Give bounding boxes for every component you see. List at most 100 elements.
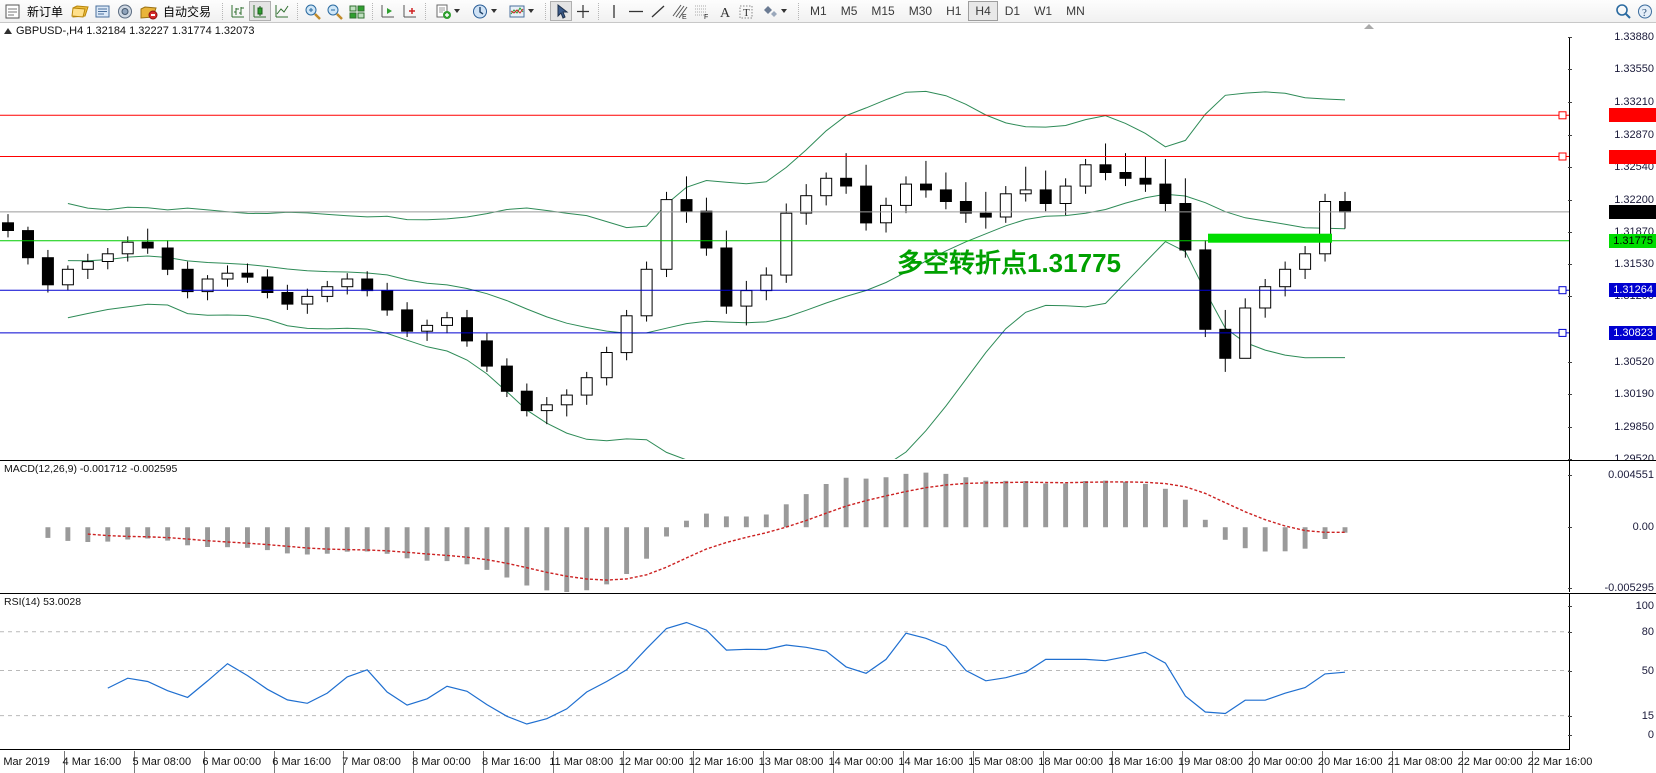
rsi-axis[interactable]: 100 80 50 15 0	[1568, 594, 1656, 749]
shapes-icon	[760, 2, 780, 21]
price-axis[interactable]: 1.33880 1.33550 1.33210 1.32870 1.32540 1.322…	[1568, 31, 1656, 465]
timeframe-m5[interactable]: M5	[840, 4, 858, 18]
timeframe-h1[interactable]: H1	[946, 4, 962, 18]
rsi-pane[interactable]: 100 80 50 15 0 RSI(14) 53.0028	[0, 593, 1656, 749]
toolbar-separator	[545, 2, 547, 20]
collapse-triangle-icon[interactable]	[4, 27, 12, 34]
help-button[interactable]: ?	[1634, 1, 1656, 21]
new-order-icon	[3, 2, 23, 21]
price-level-tag[interactable]: 1.32073	[1609, 204, 1656, 219]
price-level-tag[interactable]: 1.33071	[1609, 108, 1656, 123]
time-axis-label: 5 Mar 08:00	[132, 756, 192, 768]
time-axis-separator	[902, 751, 904, 773]
time-axis-label: 18 Mar 16:00	[1108, 756, 1173, 768]
time-axis-separator	[832, 751, 834, 773]
market-watch-button[interactable]	[92, 1, 114, 21]
vertical-line-icon	[604, 2, 624, 21]
zoom-out-button[interactable]	[324, 1, 346, 21]
macd-pane[interactable]: 0.004551 0.00 -0.005295 MACD(12,26,9) -0.0…	[0, 460, 1656, 594]
text-label-tool-button[interactable]: T	[735, 1, 757, 21]
text-icon: A	[714, 2, 734, 21]
price-level-tag[interactable]: 1.32645	[1609, 149, 1656, 164]
chevron-down-icon[interactable]	[528, 9, 535, 13]
price-chart-canvas[interactable]	[0, 37, 1570, 459]
axis-tick	[1568, 362, 1572, 364]
time-axis-label: 21 Mar 08:00	[1387, 756, 1453, 768]
price-chart-pane[interactable]: 1.33880 1.33550 1.33210 1.32870 1.32540 1.322…	[0, 31, 1656, 465]
new-template-button[interactable]	[430, 0, 467, 22]
macd-axis[interactable]: 0.004551 0.00 -0.005295	[1568, 461, 1656, 594]
autotrading-icon	[139, 2, 159, 21]
data-window-icon	[115, 2, 135, 21]
autotrading-button[interactable]: 自动交易	[136, 0, 218, 22]
timeframe-m1[interactable]: M1	[810, 4, 827, 18]
price-level-tag[interactable]: 1.31775	[1609, 233, 1656, 248]
shapes-button[interactable]	[757, 0, 794, 22]
scroll-indicator-icon	[1364, 24, 1374, 29]
equidistant-channel-tool-button[interactable]: E	[669, 1, 691, 21]
bar-chart-button[interactable]	[227, 1, 249, 21]
time-axis-label: 20 Mar 00:00	[1247, 756, 1313, 768]
new-order-label: 新订单	[27, 4, 64, 19]
chart-annotation[interactable]: 多空转折点1.31775	[897, 248, 1121, 278]
chevron-down-icon[interactable]	[491, 9, 498, 13]
time-axis-separator	[273, 751, 275, 773]
time-axis-label: 7 Mar 08:00	[342, 756, 401, 768]
price-level-tag[interactable]: 1.30823	[1609, 325, 1656, 340]
macd-label[interactable]: MACD(12,26,9) -0.001712 -0.002595	[4, 463, 178, 475]
macd-axis-label: 0.00	[1632, 521, 1654, 534]
main-toolbar: 新订单 自动交易	[0, 0, 1656, 23]
price-level-tag[interactable]: 1.31264	[1609, 283, 1656, 298]
text-tool-button[interactable]: A	[713, 1, 735, 21]
period-button[interactable]	[467, 0, 504, 22]
pane-right-border	[1569, 461, 1570, 592]
time-axis-separator	[692, 751, 694, 773]
time-axis-separator	[972, 751, 974, 773]
crosshair-tool-button[interactable]	[572, 1, 594, 21]
chevron-down-icon[interactable]	[454, 9, 461, 13]
rsi-canvas[interactable]	[0, 594, 1570, 749]
tile-windows-button[interactable]	[346, 1, 368, 21]
new-template-icon	[433, 2, 453, 21]
folder-button[interactable]	[70, 1, 92, 21]
svg-text:E: E	[682, 14, 687, 21]
time-axis-label: 22 Mar 00:00	[1457, 756, 1523, 768]
timeframe-m15[interactable]: M15	[871, 4, 895, 18]
time-axis-separator	[553, 751, 555, 773]
price-axis-label: 1.33880	[1614, 31, 1654, 43]
time-axis-label: 4 Mar 16:00	[62, 756, 122, 768]
price-axis-label: 1.33210	[1614, 95, 1654, 108]
rsi-label[interactable]: RSI(14) 53.0028	[4, 596, 82, 608]
timeframe-w1[interactable]: W1	[1034, 4, 1053, 18]
auto-scroll-button[interactable]	[399, 1, 421, 21]
svg-text:F: F	[704, 14, 708, 21]
indicators-button[interactable]	[504, 0, 541, 22]
horizontal-line-tool-button[interactable]	[625, 1, 647, 21]
zoom-in-button[interactable]	[302, 1, 324, 21]
axis-tick	[1568, 394, 1572, 396]
time-axis[interactable]: 4 Mar 2019 4 Mar 16:00 5 Mar 08:00 6 Mar 00…	[0, 749, 1592, 773]
shift-end-button[interactable]	[377, 1, 399, 21]
data-window-button[interactable]	[114, 1, 136, 21]
axis-tick	[1568, 199, 1572, 201]
market-watch-icon	[93, 2, 113, 21]
line-chart-button[interactable]	[271, 1, 293, 21]
search-button[interactable]	[1612, 1, 1634, 21]
timeframe-h4[interactable]: H4	[968, 1, 998, 21]
chevron-down-icon[interactable]	[781, 9, 788, 13]
fibonacci-icon: F	[692, 2, 712, 21]
trendline-tool-button[interactable]	[647, 1, 669, 21]
time-axis-separator	[1461, 751, 1463, 773]
vertical-line-tool-button[interactable]	[603, 1, 625, 21]
timeframe-d1[interactable]: D1	[1004, 4, 1021, 18]
timeframe-mn[interactable]: MN	[1066, 4, 1085, 18]
axis-tick	[1568, 475, 1572, 476]
candlestick-chart-button[interactable]	[249, 1, 272, 21]
symbol-header: GBPUSD-,H4 1.32184 1.32227 1.31774 1.320…	[0, 24, 255, 37]
timeframe-m30[interactable]: M30	[908, 4, 933, 18]
cursor-tool-button[interactable]	[550, 1, 573, 21]
fibonacci-tool-button[interactable]: F	[691, 1, 713, 21]
new-order-button[interactable]: 新订单	[0, 0, 70, 22]
macd-canvas[interactable]	[0, 461, 1570, 592]
